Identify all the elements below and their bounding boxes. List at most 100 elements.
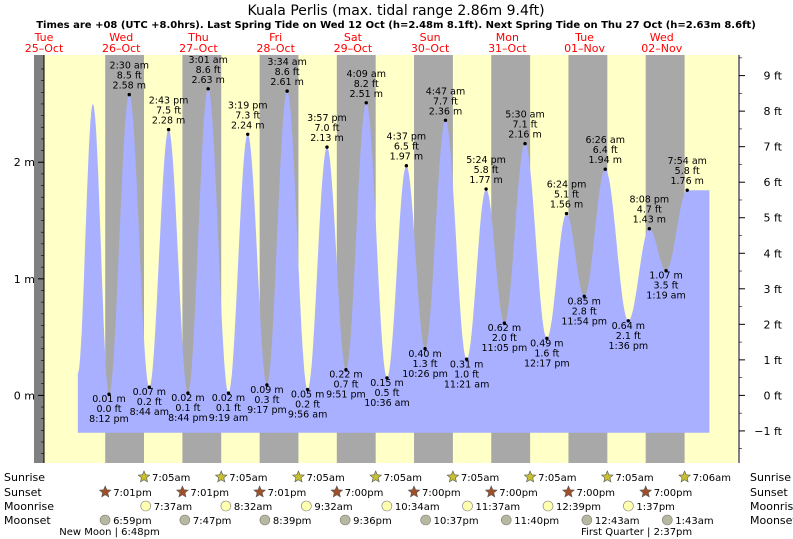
sunrise-row-label-right: Sunrise (750, 471, 791, 484)
tide-height-m: 0.05 m (291, 390, 324, 401)
tide-time: 1:19 am (646, 291, 685, 302)
tide-point (484, 187, 488, 191)
tide-point (582, 294, 586, 299)
tide-point (564, 211, 569, 216)
chart-subtitle: Times are +08 (UTC +8.0hrs). Last Spring… (36, 20, 756, 31)
tide-height-ft: 5.1 ft (554, 190, 579, 201)
tide-point (305, 387, 310, 392)
day-weekday: Fri (269, 31, 282, 44)
day-weekday: Mon (496, 31, 519, 44)
tide-time: 7:54 am (667, 156, 706, 167)
tide-point (523, 141, 527, 146)
tide-height-ft: 0.3 ft (254, 395, 279, 406)
sunrise-time: 7:05am (538, 473, 576, 484)
moonrise-time: 11:37am (475, 502, 520, 513)
sunset-time: 7:00pm (422, 488, 461, 499)
moonrise-time: 10:34am (395, 502, 440, 513)
sunset-star-icon (253, 485, 267, 498)
moonset-row-label-left: Moonset (4, 514, 51, 527)
tide-time: 2:43 pm (149, 96, 189, 107)
day-date: 28–Oct (256, 42, 295, 55)
tide-height-m: 0.85 m (568, 296, 601, 307)
tide-height-m: 1.76 m (670, 176, 703, 187)
moonset-time: 10:37pm (434, 516, 479, 527)
high-tide-label: 7:54 am5.8 ft1.76 m (667, 156, 707, 192)
tide-height-m: 2.58 m (113, 81, 146, 92)
tide-height-ft: 7.1 ft (513, 120, 538, 131)
tide-curve (77, 88, 710, 433)
tide-height-m: 1.43 m (633, 215, 666, 226)
day-date: 02–Nov (641, 42, 682, 55)
moonset-time: 7:47pm (193, 516, 232, 527)
tide-height-m: 2.13 m (310, 133, 343, 144)
tide-height-m: 0.64 m (612, 321, 645, 332)
tide-height-m: 2.24 m (231, 120, 264, 131)
tide-height-m: 1.94 m (589, 155, 622, 166)
sunrise-time: 7:05am (384, 473, 422, 484)
tide-height-m: 0.02 m (212, 393, 245, 404)
moonrise-time: 8:32am (234, 502, 272, 513)
tide-time: 6:26 am (586, 135, 625, 146)
tide-point (166, 127, 171, 132)
tide-point (186, 391, 190, 395)
tide-height-ft: 5.8 ft (675, 166, 700, 177)
tide-height-m: 1.07 m (649, 271, 682, 282)
day-labels: Tue25–OctWed26–OctThu27–OctFri28–OctSat2… (25, 31, 683, 55)
sunrise-time: 7:05am (152, 473, 190, 484)
day-weekday: Tue (574, 31, 594, 44)
tide-height-ft: 7.0 ft (314, 123, 339, 134)
day-date: 29–Oct (334, 42, 373, 55)
tide-time: 5:30 am (505, 110, 544, 121)
moonset-icon (420, 514, 431, 526)
sunset-star-icon (484, 485, 498, 498)
tide-height-m: 2.63 m (191, 75, 224, 86)
tide-point (344, 368, 348, 372)
high-tide-label: 4:47 am7.7 ft2.36 m (426, 86, 465, 122)
high-tide-label: 4:37 pm6.5 ft1.97 m (387, 132, 426, 168)
day-weekday: Wed (650, 31, 674, 44)
tide-height-ft: 8.6 ft (196, 65, 221, 76)
moonset-time: 1:43am (675, 516, 713, 527)
moonrise-icon (140, 500, 152, 512)
day-weekday: Sun (420, 31, 441, 44)
low-tide-label: 0.22 m0.7 ft9:51 pm (326, 368, 366, 401)
sunset-star-icon (407, 485, 421, 498)
m-tick-label: 0 m (14, 389, 35, 402)
tide-height-m: 0.01 m (92, 394, 125, 405)
day-date: 25–Oct (25, 42, 64, 55)
tide-time: 9:19 am (209, 413, 248, 424)
tide-time: 11:05 pm (482, 343, 528, 354)
high-tide-label: 3:57 pm7.0 ft2.13 m (307, 113, 347, 149)
day-weekday: Wed (109, 31, 133, 44)
sunset-row-label-right: Sunset (750, 486, 788, 499)
sunrise-time: 7:06am (693, 473, 731, 484)
chart-title: Kuala Perlis (max. tidal range 2.86m 9.4… (247, 3, 544, 19)
moonset-icon (179, 514, 191, 526)
day-weekday: Sat (344, 31, 363, 44)
moonrise-icon (542, 500, 554, 512)
tide-point (385, 376, 389, 380)
moonrise-icon (301, 500, 312, 512)
m-tick-label: 1 m (14, 273, 35, 286)
day-date: 27–Oct (179, 42, 218, 55)
sunset-star-icon (330, 485, 344, 498)
tide-height-m: 1.56 m (550, 200, 583, 211)
low-tide-label: 0.05 m0.2 ft9:56 am (288, 387, 327, 421)
sunset-time: 7:01pm (113, 488, 152, 499)
ft-tick-label: 8 ft (764, 105, 783, 118)
tide-point (285, 89, 289, 93)
tide-time: 10:26 pm (402, 369, 448, 380)
sunrise-star-icon (137, 470, 151, 483)
high-tide-label: 3:19 pm7.3 ft2.24 m (228, 100, 268, 136)
tide-time: 8:08 pm (630, 195, 670, 206)
tide-height-m: 2.36 m (429, 106, 462, 117)
moonrise-icon (623, 500, 634, 512)
tide-height-ft: 2.8 ft (572, 306, 597, 317)
ft-tick-label: 3 ft (764, 283, 783, 296)
ft-tick-label: 5 ft (764, 212, 783, 225)
high-tide-label: 3:34 am8.6 ft2.61 m (267, 57, 307, 93)
moonrise-icon (381, 500, 393, 512)
sunrise-star-icon (600, 470, 614, 483)
